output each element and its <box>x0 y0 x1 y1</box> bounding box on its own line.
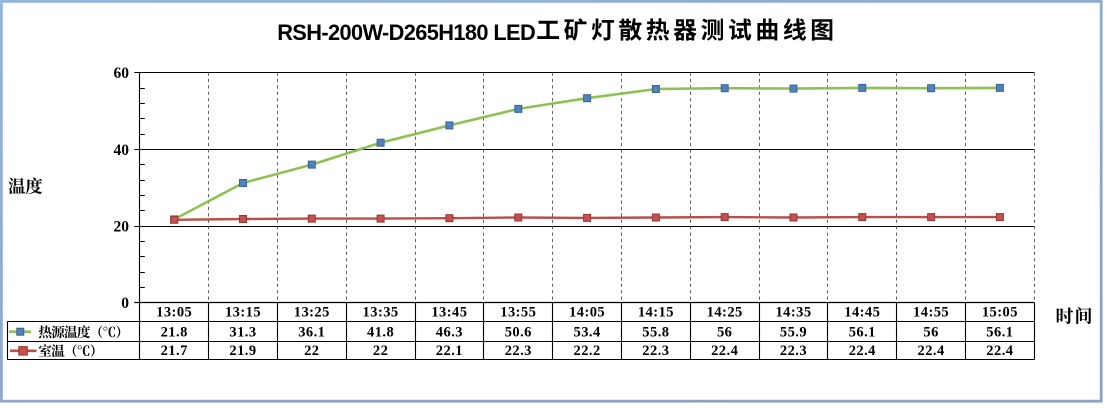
svg-text:53.4: 53.4 <box>574 324 601 340</box>
svg-text:56: 56 <box>717 324 732 340</box>
svg-text:14:25: 14:25 <box>707 304 743 320</box>
svg-text:41.8: 41.8 <box>367 324 394 340</box>
svg-text:31.3: 31.3 <box>229 324 256 340</box>
svg-text:13:15: 13:15 <box>225 304 261 320</box>
svg-text:13:05: 13:05 <box>156 304 192 320</box>
svg-text:22.4: 22.4 <box>849 343 876 359</box>
svg-text:22: 22 <box>304 343 319 359</box>
svg-text:46.3: 46.3 <box>436 324 463 340</box>
svg-text:22: 22 <box>373 343 388 359</box>
svg-text:22.1: 22.1 <box>436 343 463 359</box>
svg-text:14:45: 14:45 <box>844 304 880 320</box>
svg-text:22.3: 22.3 <box>505 343 532 359</box>
svg-text:56.1: 56.1 <box>986 324 1013 340</box>
svg-text:22.4: 22.4 <box>918 343 945 359</box>
svg-text:RSH-200W-D265H180 LED: RSH-200W-D265H180 LED <box>277 20 535 45</box>
svg-text:22.4: 22.4 <box>711 343 738 359</box>
svg-text:56.1: 56.1 <box>849 324 876 340</box>
svg-text:14:05: 14:05 <box>569 304 605 320</box>
svg-text:14:55: 14:55 <box>913 304 949 320</box>
svg-text:13:45: 13:45 <box>431 304 467 320</box>
svg-text:60: 60 <box>114 65 130 82</box>
svg-text:36.1: 36.1 <box>298 324 325 340</box>
svg-text:21.8: 21.8 <box>161 324 188 340</box>
svg-text:55.9: 55.9 <box>780 324 807 340</box>
svg-text:22.2: 22.2 <box>574 343 601 359</box>
svg-text:40: 40 <box>114 142 130 159</box>
svg-text:14:15: 14:15 <box>638 304 674 320</box>
svg-text:14:35: 14:35 <box>775 304 811 320</box>
svg-text:55.8: 55.8 <box>642 324 669 340</box>
svg-text:13:55: 13:55 <box>500 304 536 320</box>
svg-text:21.7: 21.7 <box>161 343 188 359</box>
svg-text:15:05: 15:05 <box>982 304 1018 320</box>
svg-text:13:35: 13:35 <box>363 304 399 320</box>
svg-text:21.9: 21.9 <box>229 343 256 359</box>
svg-text:0: 0 <box>121 295 129 312</box>
svg-text:50.6: 50.6 <box>505 324 532 340</box>
svg-text:56: 56 <box>923 324 938 340</box>
svg-text:22.3: 22.3 <box>780 343 807 359</box>
svg-text:13:25: 13:25 <box>294 304 330 320</box>
svg-text:22.4: 22.4 <box>986 343 1013 359</box>
svg-text:22.3: 22.3 <box>642 343 669 359</box>
svg-text:20: 20 <box>114 219 130 236</box>
